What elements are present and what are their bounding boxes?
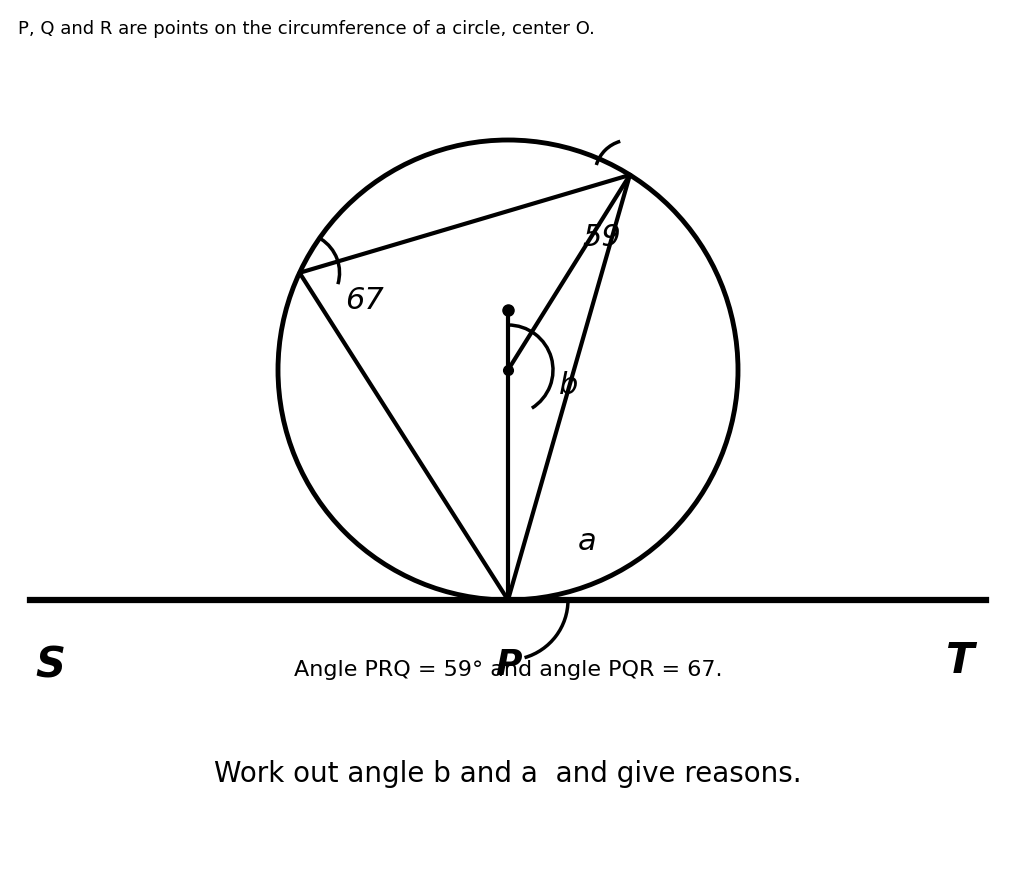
Text: b: b <box>559 371 578 400</box>
Text: 67: 67 <box>344 286 383 314</box>
Text: T: T <box>946 640 974 682</box>
Text: P, Q and R are points on the circumference of a circle, center O.: P, Q and R are points on the circumferen… <box>18 20 595 38</box>
Text: 59: 59 <box>582 223 622 252</box>
Text: P: P <box>495 648 521 682</box>
Text: Work out angle b and a  and give reasons.: Work out angle b and a and give reasons. <box>214 760 802 788</box>
Text: Angle PRQ = 59° and angle PQR = 67.: Angle PRQ = 59° and angle PQR = 67. <box>294 660 722 680</box>
Text: a: a <box>577 528 596 556</box>
Text: S: S <box>35 645 65 687</box>
